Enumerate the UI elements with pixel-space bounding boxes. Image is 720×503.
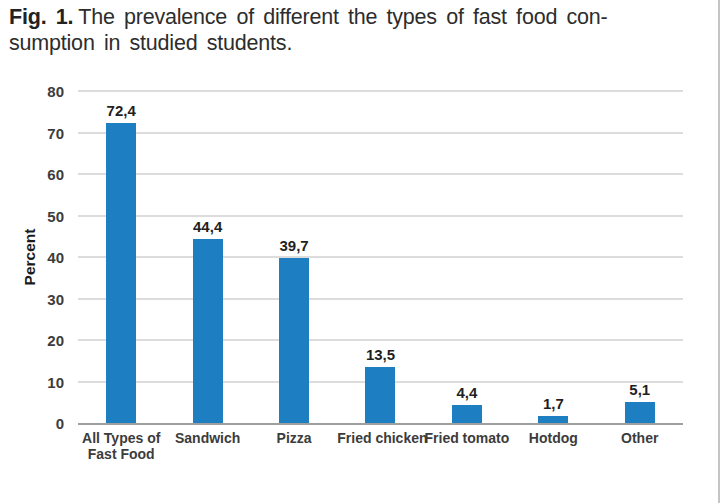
y-tick-label: 80	[47, 83, 64, 100]
figure-caption: Fig. 1.The prevalence of different the t…	[9, 5, 711, 56]
category-label: Fried tomato	[424, 430, 510, 462]
bar-chart: Percent 80706050403020100 72,444,439,713…	[0, 70, 718, 495]
y-tick-label: 10	[47, 373, 64, 390]
category-label: Fried chicken	[337, 430, 423, 462]
bar-value-label: 39,7	[279, 237, 308, 254]
bar-value-label: 72,4	[107, 102, 136, 119]
bar-column: 72,4	[78, 91, 164, 423]
category-label: Hotdog	[510, 430, 596, 462]
caption-line2: sumption in studied students.	[9, 31, 292, 55]
bar-value-label: 1,7	[543, 395, 564, 412]
y-tick-label: 30	[47, 290, 64, 307]
category-label: All Types of Fast Food	[78, 430, 164, 462]
bar-column: 1,7	[510, 91, 596, 423]
bar-value-label: 44,4	[193, 218, 222, 235]
bar	[193, 239, 223, 423]
bar-value-label: 5,1	[629, 381, 650, 398]
y-axis: 80706050403020100	[0, 91, 64, 423]
caption-line1: The prevalence of different the types of…	[78, 5, 607, 29]
bar	[365, 367, 395, 423]
plot-area: 72,4 44,4 39,7 13,5 4,4 1,7 5,1	[78, 91, 683, 425]
bar-value-label: 13,5	[366, 346, 395, 363]
y-tick-label: 60	[47, 166, 64, 183]
y-tick-label: 50	[47, 207, 64, 224]
bar	[538, 416, 568, 423]
y-tick-label: 70	[47, 124, 64, 141]
bar-value-label: 4,4	[456, 384, 477, 401]
bar	[106, 123, 136, 423]
bar	[452, 405, 482, 423]
category-label: Other	[597, 430, 683, 462]
bar-column: 4,4	[424, 91, 510, 423]
bar	[279, 258, 309, 423]
category-label: Pizza	[251, 430, 337, 462]
bar-column: 39,7	[251, 91, 337, 423]
figure-page: Fig. 1.The prevalence of different the t…	[0, 0, 720, 503]
bar	[625, 402, 655, 423]
bars-row: 72,4 44,4 39,7 13,5 4,4 1,7 5,1	[78, 91, 683, 423]
bar-column: 13,5	[337, 91, 423, 423]
y-tick-label: 40	[47, 249, 64, 266]
category-labels: All Types of Fast FoodSandwichPizzaFried…	[78, 430, 683, 462]
y-tick-label: 0	[56, 415, 64, 432]
category-label: Sandwich	[164, 430, 250, 462]
bar-column: 5,1	[597, 91, 683, 423]
figure-label: Fig. 1.	[9, 5, 73, 29]
bar-column: 44,4	[164, 91, 250, 423]
y-tick-label: 20	[47, 332, 64, 349]
